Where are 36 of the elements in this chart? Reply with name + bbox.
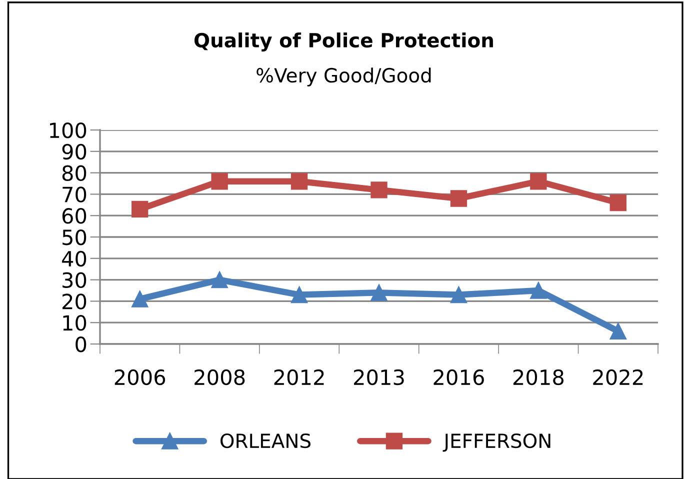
point	[530, 173, 547, 190]
point	[132, 200, 148, 218]
point	[290, 173, 308, 190]
point	[610, 194, 626, 212]
y-tick-label: 70	[62, 186, 86, 202]
x-tick-label: 2022	[593, 369, 643, 386]
point	[132, 290, 148, 308]
y-tick-label: 40	[62, 250, 86, 267]
x-tick-label: 2012	[274, 369, 324, 386]
point	[370, 182, 388, 198]
chart-subtitle: %Very Good/Good	[256, 68, 431, 86]
x-tick-label: 2013	[354, 369, 404, 386]
x-tick-label: 2008	[194, 369, 245, 386]
point	[370, 284, 388, 301]
y-tick-label: 20	[62, 294, 86, 310]
point	[530, 282, 547, 299]
x-tick-label: 2006	[114, 369, 166, 386]
chart-title: Quality of Police Protection	[194, 32, 493, 52]
legend-label: JEFFERSON	[442, 433, 550, 452]
point	[610, 322, 626, 340]
y-tick-label: 0	[76, 336, 86, 352]
y-tick-label: 30	[62, 272, 86, 288]
y-tick-label: 60	[62, 208, 86, 224]
y-tick-label: 90	[62, 144, 86, 160]
y-tick-label: 50	[62, 229, 86, 246]
y-tick-label: 100	[50, 122, 86, 138]
point	[290, 286, 308, 304]
point	[450, 190, 468, 207]
x-tick-label: 2018	[513, 369, 564, 386]
legend-label: ORLEANS	[220, 433, 310, 448]
y-tick-label: 10	[63, 315, 86, 331]
point	[211, 271, 228, 288]
point	[211, 173, 228, 190]
x-tick-label: 2016	[434, 369, 484, 386]
point	[450, 286, 468, 304]
y-tick-label: 80	[62, 165, 86, 182]
